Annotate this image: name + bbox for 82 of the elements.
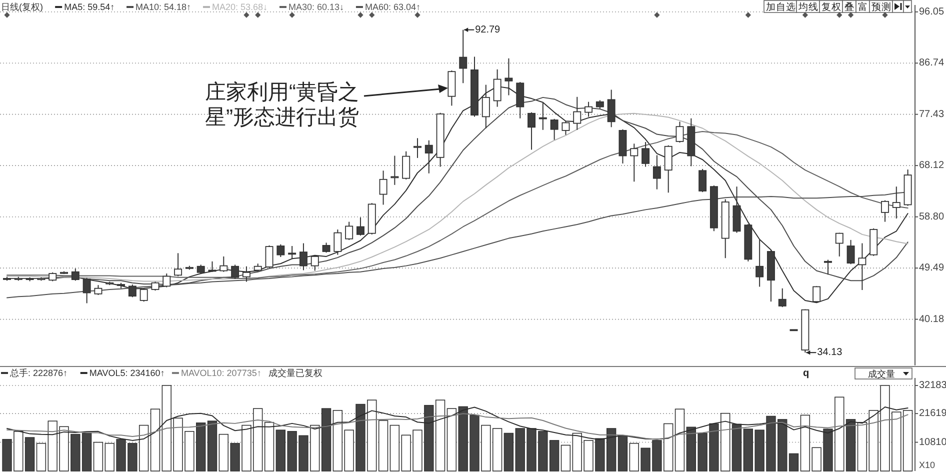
line-series [6, 413, 908, 440]
annotation: 预测 [872, 1, 892, 13]
candlestick [345, 221, 354, 240]
y-tick-label: 68.12 [919, 160, 944, 172]
annotation: 均线 [798, 1, 818, 13]
annotation: 富 [858, 1, 868, 13]
annotation: 34.13 [817, 347, 843, 358]
y-tick-label: 77.43 [919, 108, 944, 120]
candlestick [664, 144, 672, 194]
y-tick-label: 32183 [919, 380, 946, 392]
candlestick [242, 266, 250, 282]
candlestick [128, 284, 136, 298]
candlestick [698, 168, 707, 193]
annotation: 复权 [822, 1, 842, 13]
annotation: 叠 [844, 2, 854, 13]
candlestick [881, 200, 889, 222]
annotation: q [803, 368, 810, 379]
bar [788, 453, 799, 472]
y-tick-label: 58.80 [919, 211, 944, 222]
candlestick [528, 112, 536, 150]
candlestick [288, 246, 296, 260]
y-tick-label: 49.49 [919, 262, 944, 274]
candlestick [424, 140, 433, 174]
legend-label: 总手: 222876↑ [9, 368, 68, 378]
candlestick [196, 264, 205, 275]
candlestick [607, 89, 616, 128]
text: 成交量已复权 [268, 368, 323, 378]
candlestick [390, 155, 399, 186]
annotation: 加自选 [766, 1, 796, 13]
candlestick [846, 239, 855, 265]
y-tick-label: 21619 [919, 408, 946, 420]
bar [36, 442, 46, 472]
candlestick [892, 186, 900, 219]
legend-label: MA10: 54.18↑ [136, 2, 192, 12]
bar [378, 420, 388, 472]
candlestick [414, 138, 422, 158]
annotation: 92.79 [475, 24, 501, 36]
annotation: 庄家利用“黄昏之星”形态进行出货 [205, 81, 359, 129]
legend-label: MA30: 60.13↓ [288, 2, 344, 12]
candlestick [550, 118, 558, 140]
candlestick [310, 254, 319, 272]
candlestick [356, 216, 364, 236]
candlestick [652, 154, 661, 190]
candlestick [642, 142, 650, 168]
y-tick-label: 96.05 [919, 6, 944, 18]
candlestick [756, 239, 764, 288]
legend-label: MAVOL10: 207735↑ [180, 368, 262, 378]
candlestick [322, 242, 330, 254]
candlestick [562, 120, 570, 136]
candlestick [858, 242, 866, 291]
legend-label: MAVOL5: 234160↑ [89, 368, 165, 378]
candlestick [835, 232, 844, 257]
y-axis-title: X10 [919, 460, 936, 470]
candlestick [299, 242, 308, 271]
candlestick [71, 268, 80, 282]
annotation: 成交量 [868, 369, 895, 379]
candlestick [379, 170, 388, 206]
candlestick [94, 284, 102, 296]
bar [504, 432, 514, 472]
candlestick [584, 101, 593, 118]
candlestick [676, 121, 684, 144]
candlestick [220, 256, 228, 272]
legend-label: MA60: 63.04↑ [364, 2, 421, 12]
bar [560, 444, 571, 472]
candlestick [276, 244, 285, 258]
legend-label: MA5: 59.54↑ [64, 2, 115, 12]
candlestick [778, 288, 786, 308]
candlestick [824, 259, 832, 276]
candlestick [630, 143, 638, 182]
candlestick [573, 96, 582, 130]
chart-title: 日线(复权) [1, 2, 43, 12]
y-tick-label: 86.74 [919, 58, 944, 69]
candlestick [459, 29, 468, 84]
legend-label: MA20: 53.68↓ [212, 2, 268, 12]
candlestick [162, 273, 171, 288]
candlestick [174, 252, 182, 277]
candlestick [402, 150, 410, 180]
candlestick [334, 228, 342, 256]
candlestick [231, 264, 240, 280]
y-tick-label: 40.18 [919, 314, 944, 325]
bar [93, 442, 104, 472]
candlestick [265, 244, 274, 269]
